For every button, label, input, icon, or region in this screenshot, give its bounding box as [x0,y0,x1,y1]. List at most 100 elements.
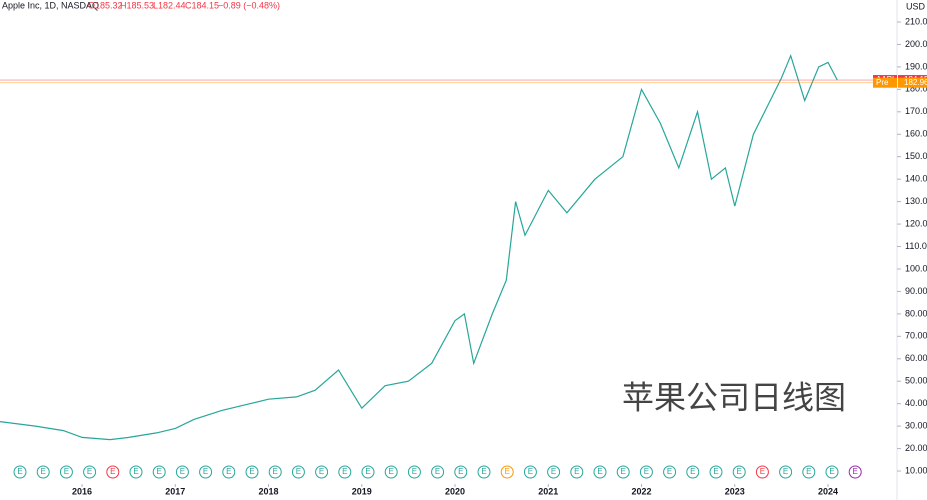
earnings-label: E [528,467,533,476]
earnings-icon [825,465,839,479]
high: H185.53 [120,0,154,10]
y-tick-label: 180.00 [905,84,927,94]
earnings-label: E [133,467,138,476]
y-tick-label: 140.00 [905,174,927,184]
x-tick-label: 2018 [259,486,279,496]
earnings-label: E [458,467,463,476]
earnings-label: E [319,467,324,476]
earnings-icon [361,465,375,479]
y-tick-label: 210.00 [905,16,927,26]
earnings-icon [616,465,630,479]
y-tick-label: 160.00 [905,129,927,139]
earnings-label: E [621,467,626,476]
earnings-icon [523,465,537,479]
earnings-label: E [342,467,347,476]
change: −0.89 (−0.48%) [218,0,280,10]
x-tick-label: 2020 [445,486,465,496]
earnings-icon [755,465,769,479]
open: O185.32 [88,0,123,10]
earnings-icon [848,465,862,479]
earnings-label: E [203,467,208,476]
earnings-icon [709,465,723,479]
earnings-label: E [760,467,765,476]
x-tick-label: 2016 [72,486,92,496]
y-tick-label: 120.00 [905,218,927,228]
earnings-icon [59,465,73,479]
earnings-label: E [713,467,718,476]
low: L182.44 [153,0,186,10]
y-tick-label: 90.00 [905,286,927,296]
earnings-label: E [853,467,858,476]
earnings-icon [477,465,491,479]
earnings-label: E [180,467,185,476]
y-tick-label: 200.00 [905,39,927,49]
earnings-label: E [505,467,510,476]
y-tick-label: 80.00 [905,308,927,318]
earnings-label: E [64,467,69,476]
earnings-label: E [226,467,231,476]
y-tick-label: 100.00 [905,263,927,273]
earnings-icon [315,465,329,479]
y-tick-label: 70.00 [905,331,927,341]
x-tick-label: 2023 [725,486,745,496]
earnings-label: E [110,467,115,476]
earnings-icon [222,465,236,479]
earnings-label: E [41,467,46,476]
pre-price-name: Pre [876,78,889,87]
earnings-label: E [157,467,162,476]
earnings-label: E [435,467,440,476]
earnings-icon [13,465,27,479]
y-tick-label: 130.00 [905,196,927,206]
y-tick-label: 40.00 [905,398,927,408]
earnings-label: E [296,467,301,476]
watermark: 苹果公司日线图 [622,379,846,415]
earnings-label: E [829,467,834,476]
x-tick-label: 2017 [165,486,185,496]
close: C184.15 [185,0,219,10]
earnings-icon [431,465,445,479]
earnings-icon [500,465,514,479]
earnings-label: E [389,467,394,476]
earnings-label: E [667,467,672,476]
earnings-icon [802,465,816,479]
currency: USD [906,1,926,11]
earnings-icon [291,465,305,479]
earnings-label: E [249,467,254,476]
earnings-icon [129,465,143,479]
symbol: Apple Inc, 1D, NASDAQ [2,0,99,10]
earnings-icon [106,465,120,479]
y-tick-label: 170.00 [905,106,927,116]
earnings-label: E [365,467,370,476]
earnings-label: E [481,467,486,476]
earnings-icon [175,465,189,479]
y-tick-label: 190.00 [905,61,927,71]
earnings-label: E [574,467,579,476]
earnings-label: E [597,467,602,476]
y-tick-label: 50.00 [905,376,927,386]
earnings-icon [686,465,700,479]
earnings-icon [384,465,398,479]
earnings-label: E [17,467,22,476]
y-tick-label: 30.00 [905,421,927,431]
y-tick-label: 10.00 [905,465,927,475]
x-tick-label: 2019 [352,486,372,496]
earnings-label: E [737,467,742,476]
price-line [0,53,838,441]
y-tick-label: 110.00 [905,241,927,251]
pre-price-badge [873,77,897,88]
earnings-icon [199,465,213,479]
earnings-icon [268,465,282,479]
y-tick-label: 150.00 [905,151,927,161]
earnings-icon [407,465,421,479]
earnings-label: E [690,467,695,476]
earnings-label: E [783,467,788,476]
earnings-icon [593,465,607,479]
earnings-icon [732,465,746,479]
earnings-label: E [87,467,92,476]
earnings-label: E [551,467,556,476]
y-tick-label: 20.00 [905,443,927,453]
earnings-label: E [644,467,649,476]
earnings-icon [83,465,97,479]
earnings-icon [36,465,50,479]
